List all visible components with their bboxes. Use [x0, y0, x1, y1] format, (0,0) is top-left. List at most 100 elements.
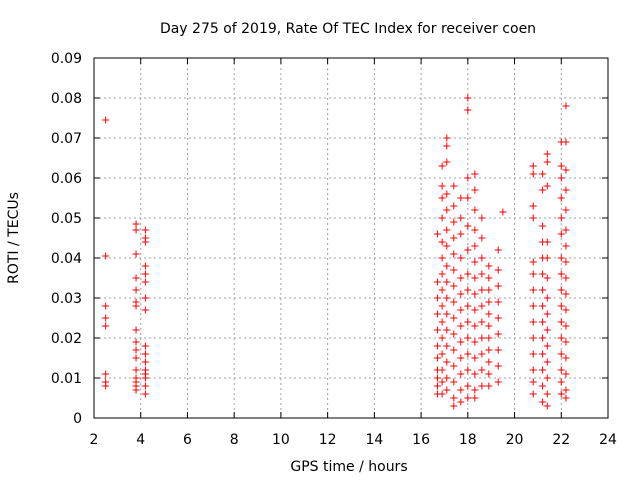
data-point	[464, 106, 472, 114]
data-point	[494, 378, 502, 386]
data-point	[464, 366, 472, 374]
data-point	[450, 234, 458, 242]
data-point	[450, 346, 458, 354]
data-point	[141, 270, 149, 278]
data-point	[443, 134, 451, 142]
data-point	[457, 338, 465, 346]
data-point	[485, 298, 493, 306]
data-point	[562, 338, 570, 346]
data-point	[539, 334, 547, 342]
data-point	[485, 262, 493, 270]
data-point	[433, 354, 441, 362]
data-point	[494, 330, 502, 338]
data-point	[464, 334, 472, 342]
data-point	[457, 194, 465, 202]
data-point	[543, 358, 551, 366]
data-point	[471, 170, 479, 178]
data-point	[529, 162, 537, 170]
data-point	[464, 222, 472, 230]
data-point	[557, 174, 565, 182]
data-point	[443, 242, 451, 250]
data-point	[132, 366, 140, 374]
x-tick-label: 14	[365, 432, 383, 448]
data-point	[102, 302, 110, 310]
data-point	[543, 274, 551, 282]
data-point	[450, 314, 458, 322]
y-axis-label: ROTI / TECUs	[6, 192, 22, 284]
y-tick-label: 0.06	[51, 171, 82, 187]
data-point	[539, 270, 547, 278]
data-point	[557, 390, 565, 398]
data-point	[471, 206, 479, 214]
data-point	[539, 318, 547, 326]
data-point	[529, 202, 537, 210]
data-point	[471, 306, 479, 314]
data-point	[557, 350, 565, 358]
data-point	[471, 226, 479, 234]
data-point	[529, 258, 537, 266]
data-point	[562, 386, 570, 394]
data-point	[471, 394, 479, 402]
data-point	[478, 302, 486, 310]
data-point	[557, 366, 565, 374]
x-tick-label: 8	[230, 432, 239, 448]
y-tick-label: 0.07	[51, 131, 82, 147]
data-point	[485, 346, 493, 354]
y-tick-label: 0.09	[51, 51, 82, 67]
data-point	[529, 302, 537, 310]
data-point	[464, 382, 472, 390]
data-point	[529, 390, 537, 398]
data-point	[557, 318, 565, 326]
data-point	[485, 322, 493, 330]
data-point	[529, 350, 537, 358]
data-point	[102, 252, 110, 260]
data-point	[443, 190, 451, 198]
data-point	[457, 274, 465, 282]
data-point	[443, 386, 451, 394]
y-tick-label: 0.03	[51, 291, 82, 307]
data-point	[562, 226, 570, 234]
data-point	[478, 234, 486, 242]
data-point	[443, 310, 451, 318]
data-point	[457, 370, 465, 378]
data-point	[450, 394, 458, 402]
data-point	[433, 374, 441, 382]
data-point	[494, 266, 502, 274]
data-point	[450, 402, 458, 410]
data-point	[464, 270, 472, 278]
data-point	[450, 378, 458, 386]
data-point	[450, 182, 458, 190]
data-point	[494, 346, 502, 354]
data-point	[539, 286, 547, 294]
data-point	[443, 342, 451, 350]
data-point	[464, 394, 472, 402]
data-point	[562, 354, 570, 362]
data-point	[478, 382, 486, 390]
y-tick-label: 0	[73, 411, 82, 427]
data-point	[471, 338, 479, 346]
data-point	[443, 294, 451, 302]
data-point	[443, 142, 451, 150]
data-point	[557, 230, 565, 238]
y-tick-label: 0.05	[51, 211, 82, 227]
data-point	[494, 298, 502, 306]
data-point	[478, 334, 486, 342]
data-point	[457, 290, 465, 298]
data-point	[141, 350, 149, 358]
data-point	[562, 306, 570, 314]
data-point	[562, 290, 570, 298]
data-point	[141, 358, 149, 366]
data-point	[102, 370, 110, 378]
data-point	[464, 286, 472, 294]
data-point	[102, 382, 110, 390]
data-point	[539, 382, 547, 390]
data-point	[443, 374, 451, 382]
data-point	[141, 294, 149, 302]
data-point	[478, 366, 486, 374]
data-point	[433, 382, 441, 390]
data-point	[450, 362, 458, 370]
data-point	[433, 230, 441, 238]
data-point	[478, 318, 486, 326]
data-point	[562, 166, 570, 174]
